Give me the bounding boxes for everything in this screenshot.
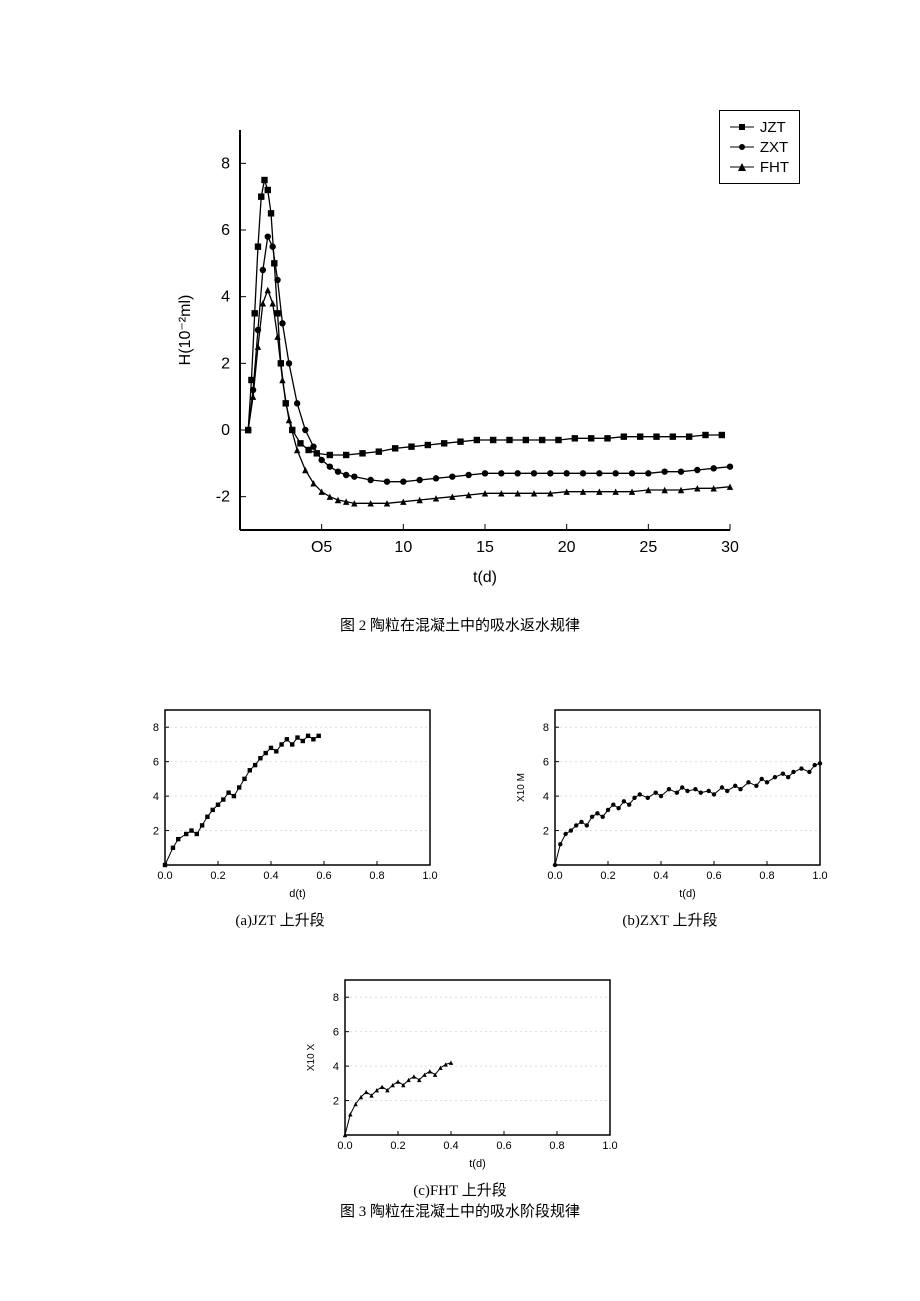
svg-text:0.2: 0.2 (600, 870, 615, 882)
svg-text:-2: -2 (216, 489, 230, 506)
svg-text:8: 8 (333, 992, 339, 1004)
figure-2-caption: 图 2 陶粒在混凝土中的吸水返水规律 (0, 614, 920, 635)
svg-text:O5: O5 (311, 539, 332, 556)
legend-label: ZXT (760, 139, 788, 156)
svg-text:25: 25 (639, 539, 657, 556)
svg-text:H(10⁻²ml): H(10⁻²ml) (177, 295, 194, 366)
svg-text:0.4: 0.4 (653, 870, 668, 882)
svg-text:4: 4 (221, 289, 230, 306)
svg-text:6: 6 (543, 757, 549, 769)
subchart-c-svg: 2 4 6 8 0.0 0.2 0.4 0.6 0.8 1.0 t(d) X10 X (300, 970, 620, 1170)
legend-label: FHT (760, 159, 789, 176)
svg-text:0.2: 0.2 (210, 870, 225, 882)
svg-text:0.8: 0.8 (369, 870, 384, 882)
svg-text:0.8: 0.8 (549, 1140, 564, 1152)
main-chart: -2 0 2 4 6 8 O5 10 15 20 25 30 t(d) H(10⁻²ml) (170, 110, 750, 590)
svg-text:20: 20 (558, 539, 576, 556)
subchart-a-svg: 2 4 6 8 0.0 0.2 0.4 0.6 0.8 1.0 d(t) (120, 700, 440, 900)
svg-text:2: 2 (333, 1096, 339, 1108)
svg-text:4: 4 (153, 791, 159, 803)
svg-text:4: 4 (543, 791, 549, 803)
svg-text:0: 0 (221, 422, 230, 439)
svg-text:4: 4 (333, 1061, 339, 1073)
subchart-a-caption: (a)JZT 上升段 (120, 909, 440, 930)
svg-text:0.6: 0.6 (496, 1140, 511, 1152)
svg-text:1.0: 1.0 (812, 870, 827, 882)
svg-text:0.6: 0.6 (316, 870, 331, 882)
svg-text:6: 6 (153, 757, 159, 769)
svg-text:1.0: 1.0 (602, 1140, 617, 1152)
subchart-b-caption: (b)ZXT 上升段 (510, 909, 830, 930)
svg-text:0.8: 0.8 (759, 870, 774, 882)
svg-text:1.0: 1.0 (422, 870, 437, 882)
svg-text:8: 8 (543, 722, 549, 734)
svg-text:0.2: 0.2 (390, 1140, 405, 1152)
legend-label: JZT (760, 119, 786, 136)
subchart-row: 2 4 6 8 0.0 0.2 0.4 0.6 0.8 1.0 d(t) (a)JZT 上升段 2 4… (120, 700, 830, 930)
svg-text:2: 2 (153, 826, 159, 838)
svg-text:6: 6 (333, 1027, 339, 1039)
svg-text:X10 X: X10 X (306, 1044, 317, 1072)
svg-text:0.0: 0.0 (547, 870, 562, 882)
svg-text:X10 M: X10 M (516, 773, 527, 802)
subchart-c-container: 2 4 6 8 0.0 0.2 0.4 0.6 0.8 1.0 t(d) X10 X (c)FHT 上… (300, 970, 620, 1221)
svg-text:t(d): t(d) (679, 888, 696, 900)
svg-text:8: 8 (153, 722, 159, 734)
svg-text:10: 10 (394, 539, 412, 556)
subchart-b: 2 4 6 8 0.0 0.2 0.4 0.6 0.8 1.0 t(d) X10 M (b)ZXT 上… (510, 700, 830, 930)
svg-text:6: 6 (221, 222, 230, 239)
svg-text:d(t): d(t) (289, 888, 306, 900)
svg-text:0.4: 0.4 (263, 870, 278, 882)
subchart-b-svg: 2 4 6 8 0.0 0.2 0.4 0.6 0.8 1.0 t(d) X10 M (510, 700, 830, 900)
svg-text:15: 15 (476, 539, 494, 556)
svg-text:0.0: 0.0 (157, 870, 172, 882)
svg-text:30: 30 (721, 539, 739, 556)
svg-text:0.4: 0.4 (443, 1140, 458, 1152)
svg-text:8: 8 (221, 155, 230, 172)
svg-text:2: 2 (543, 826, 549, 838)
svg-text:0.6: 0.6 (706, 870, 721, 882)
figure-3-caption: 图 3 陶粒在混凝土中的吸水阶段规律 (300, 1200, 620, 1221)
subchart-c-caption: (c)FHT 上升段 (300, 1179, 620, 1200)
svg-text:t(d): t(d) (473, 569, 497, 586)
subchart-a: 2 4 6 8 0.0 0.2 0.4 0.6 0.8 1.0 d(t) (a)JZT 上升段 (120, 700, 440, 930)
svg-text:0.0: 0.0 (337, 1140, 352, 1152)
svg-text:t(d): t(d) (469, 1158, 486, 1170)
main-chart-svg: -2 0 2 4 6 8 O5 10 15 20 25 30 t(d) H(10⁻²ml) (170, 110, 750, 590)
svg-text:2: 2 (221, 355, 230, 372)
